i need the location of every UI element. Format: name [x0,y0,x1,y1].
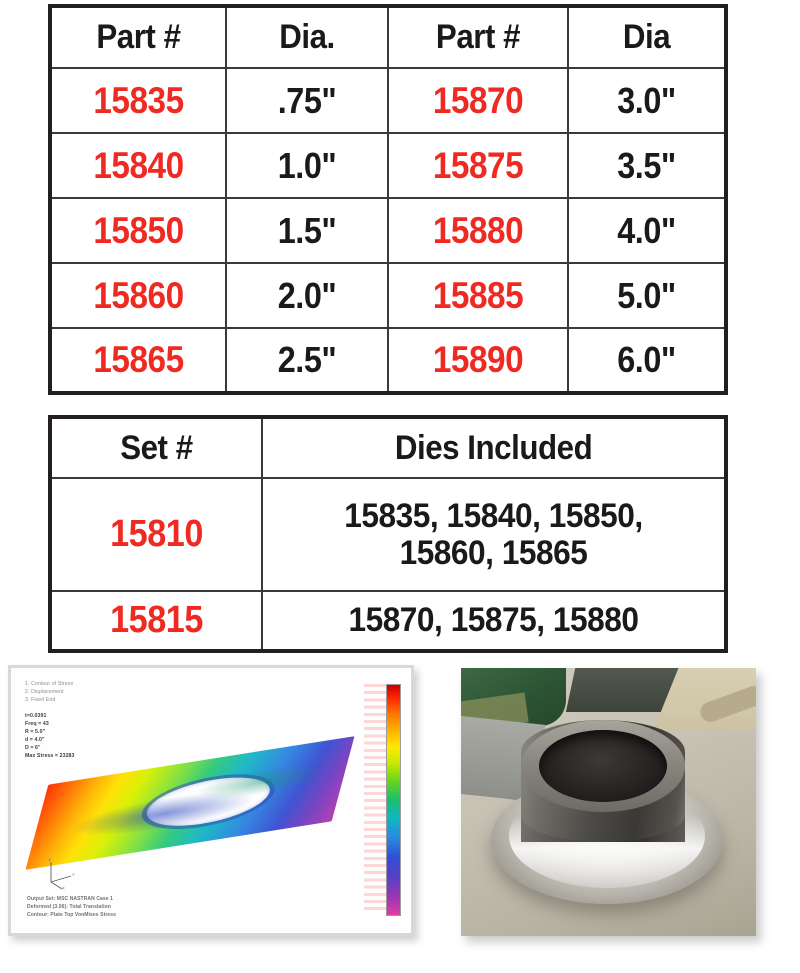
dies-line: 15835, 15840, 15850, [344,497,643,536]
cell-part-number: 15875 [387,132,569,199]
cell-diameter: 3.5" [567,132,728,199]
photo-die-bore [539,730,667,802]
column-header-dies-included: Dies Included [279,415,710,479]
column-header-dia-b: Dia [573,4,722,69]
cell-diameter: 5.0" [567,262,728,329]
fea-colorbar [386,684,401,916]
cell-diameter: 4.0" [567,197,728,264]
cell-part-number: 15880 [387,197,569,264]
table-row: 15860 2.0" 15885 5.0" [48,262,728,329]
fea-colorbar-tick-labels [364,684,386,914]
cell-dies-included: 15835, 15840, 15850, 15860, 15865 [261,477,728,592]
cell-part-number: 15865 [48,327,227,395]
svg-text:Z: Z [49,857,52,862]
column-header-part-a: Part # [55,4,220,69]
svg-text:Y: Y [72,872,75,877]
cell-diameter: 3.0" [567,67,728,134]
cell-part-number: 15840 [48,132,227,199]
product-photo [461,668,756,936]
cell-part-number: 15870 [387,67,569,134]
cell-set-number: 15810 [48,477,263,592]
cell-diameter: 6.0" [567,327,728,395]
fea-legend-text: 1. Contour of Stress 2. Displacement 3. … [25,681,74,704]
svg-text:X: X [62,886,65,891]
cell-diameter: 2.0" [225,262,389,329]
column-header-part-b: Part # [394,4,562,69]
cell-dies-included: 15870, 15875, 15880 [261,590,728,653]
die-set-table: Set # Dies Included 15810 15835, 15840, … [48,415,728,653]
column-header-set-number: Set # [56,415,255,479]
table-row: 15865 2.5" 15890 6.0" [48,327,728,395]
table-header-row: Part # Dia. Part # Dia [50,4,726,69]
fea-plot-area: 1. Contour of Stress 2. Displacement 3. … [11,668,411,933]
table-row: 15835 .75" 15870 3.0" [48,67,728,134]
part-number-diameter-table: Part # Dia. Part # Dia 15835 .75" 15870 … [48,4,728,395]
cell-set-number: 15815 [48,590,263,653]
fea-parameters-text: t=0.0391 Freq = 43 R = 5.0" d = 4.0" D =… [25,713,75,760]
dies-line: 15870, 15875, 15880 [348,601,639,640]
table-row: 15815 15870, 15875, 15880 [48,590,728,653]
cell-diameter: 1.0" [225,132,389,199]
cell-part-number: 15835 [48,67,227,134]
cell-part-number: 15860 [48,262,227,329]
cell-part-number: 15890 [387,327,569,395]
fea-simulation-figure: 1. Contour of Stress 2. Displacement 3. … [8,665,414,936]
table-row: 15850 1.5" 15880 4.0" [48,197,728,264]
cell-part-number: 15850 [48,197,227,264]
table-row: 15810 15835, 15840, 15850, 15860, 15865 [48,477,728,592]
cell-part-number: 15885 [387,262,569,329]
fea-footer-text: Output Set: MSC NASTRAN Case 1 Deformed … [27,896,117,918]
column-header-dia-a: Dia. [231,4,383,69]
dies-line: 15860, 15865 [399,533,588,572]
cell-diameter: 2.5" [225,327,389,395]
cell-diameter: 1.5" [225,197,389,264]
axis-triad-icon: Z Y X [49,857,76,891]
table-header-row: Set # Dies Included [50,415,726,479]
table-row: 15840 1.0" 15875 3.5" [48,132,728,199]
cell-diameter: .75" [225,67,389,134]
